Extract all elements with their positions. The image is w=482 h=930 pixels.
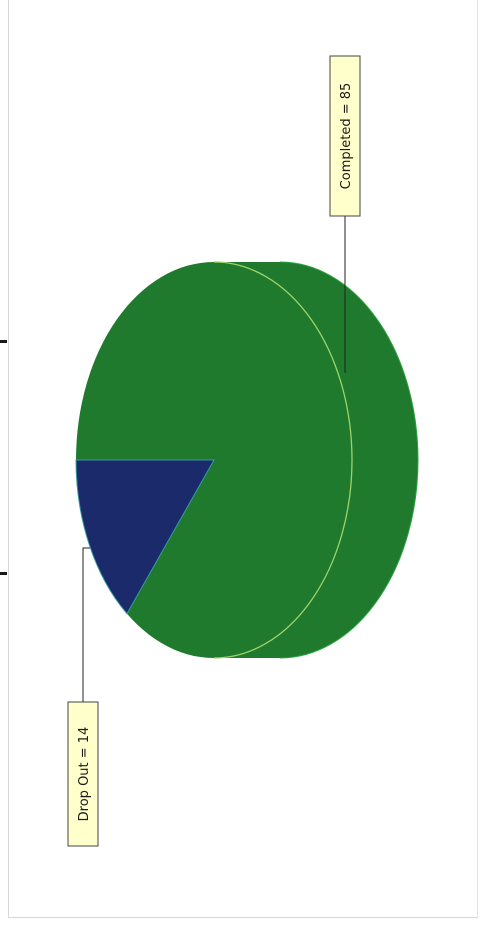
- pie-slice-drop-out: [75, 459, 215, 615]
- chart-frame: [8, 0, 478, 918]
- pie-rim: [213, 261, 353, 659]
- data-label-drop-out: Drop Out = 14: [77, 727, 92, 822]
- pie-outer-edge: [279, 261, 419, 659]
- data-label-box-drop-out: [67, 701, 99, 847]
- leader-line-completed: [344, 216, 346, 373]
- leader-line-drop-out: [82, 547, 90, 702]
- left-edge-mark: [0, 340, 7, 343]
- left-edge-mark: [0, 572, 7, 575]
- data-label-completed: Completed = 85: [339, 83, 354, 190]
- data-label-box-completed: [329, 55, 361, 217]
